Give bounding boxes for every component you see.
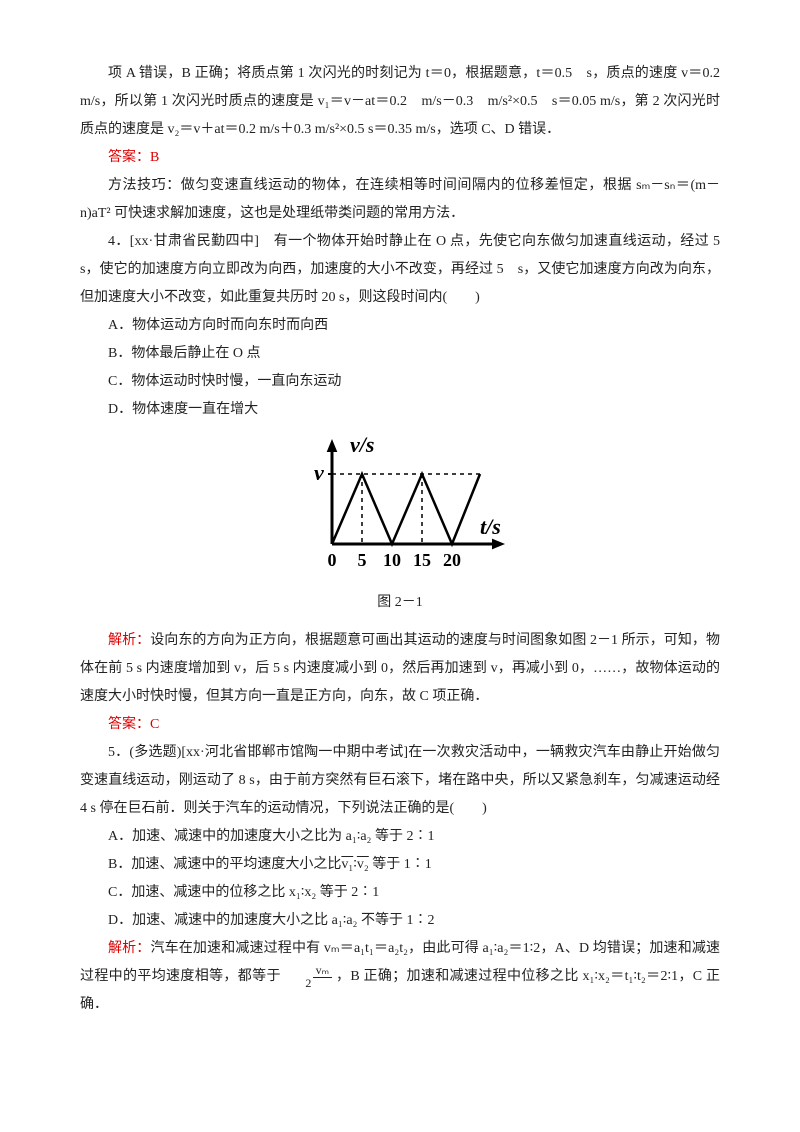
option-5c: C．加速、减速中的位移之比 x₁∶x₂ 等于 2∶1 bbox=[80, 879, 720, 907]
option-4d: D．物体速度一直在增大 bbox=[80, 396, 720, 424]
svg-text:v/s: v/s bbox=[350, 434, 374, 457]
answer-value: C bbox=[150, 717, 159, 732]
svg-text:20: 20 bbox=[443, 550, 461, 570]
svg-text:t/s: t/s bbox=[480, 514, 501, 539]
option-5b: B．加速、减速中的平均速度大小之比v₁∶v₂ 等于 1∶1 bbox=[80, 851, 720, 879]
svg-text:5: 5 bbox=[358, 550, 367, 570]
frac-top: vₘ bbox=[313, 963, 332, 978]
option-5a: A．加速、减速中的加速度大小之比为 a₁∶a₂ 等于 2∶1 bbox=[80, 823, 720, 851]
option-4c: C．物体运动时快时慢，一直向东运动 bbox=[80, 368, 720, 396]
velocity-time-chart: v/s t/s v 0 5 10 15 20 bbox=[280, 434, 520, 574]
analysis-body: 设向东的方向为正方向，根据题意可画出其运动的速度与时间图象如图 2－1 所示，可… bbox=[80, 633, 720, 704]
answer-label: 答案：B bbox=[80, 144, 720, 172]
figure-caption: 图 2－1 bbox=[80, 589, 720, 617]
svg-text:0: 0 bbox=[328, 550, 337, 570]
analysis-5: 解析：汽车在加速和减速过程中有 vₘ＝a₁t₁＝a₂t₂，由此可得 a₁∶a₂＝… bbox=[80, 935, 720, 1019]
svg-text:15: 15 bbox=[413, 550, 431, 570]
analysis-4: 解析：设向东的方向为正方向，根据题意可画出其运动的速度与时间图象如图 2－1 所… bbox=[80, 627, 720, 711]
option-5b-post: 等于 1∶1 bbox=[369, 857, 432, 872]
explanation-para: 项 A 错误，B 正确；将质点第 1 次闪光的时刻记为 t＝0，根据题意，t＝0… bbox=[80, 60, 720, 144]
question-5: 5．(多选题)[xx·河北省邯郸市馆陶一中期中考试]在一次救灾活动中，一辆救灾汽… bbox=[80, 739, 720, 823]
vm-over-2: vₘ2 bbox=[285, 964, 332, 990]
option-4a: A．物体运动方向时而向东时而向西 bbox=[80, 312, 720, 340]
analysis-label: 解析： bbox=[108, 941, 150, 956]
method-tip: 方法技巧：做匀变速直线运动的物体，在连续相等时间间隔内的位移差恒定，根据 sₘ－… bbox=[80, 172, 720, 228]
option-5d: D．加速、减速中的加速度大小之比 a₁∶a₂ 不等于 1∶2 bbox=[80, 907, 720, 935]
svg-text:v: v bbox=[314, 460, 324, 485]
answer-prefix: 答案： bbox=[108, 717, 150, 732]
figure-2-1: v/s t/s v 0 5 10 15 20 图 2－1 bbox=[80, 434, 720, 617]
vbar2: v₂ bbox=[357, 857, 369, 872]
answer-value: B bbox=[150, 150, 159, 165]
answer-prefix: 答案： bbox=[108, 150, 150, 165]
frac-bot: 2 bbox=[302, 976, 314, 990]
answer-4: 答案：C bbox=[80, 711, 720, 739]
option-4b: B．物体最后静止在 O 点 bbox=[80, 340, 720, 368]
analysis-label: 解析： bbox=[108, 633, 150, 648]
vbar1: v₁ bbox=[341, 857, 353, 872]
svg-text:10: 10 bbox=[383, 550, 401, 570]
option-5b-pre: B．加速、减速中的平均速度大小之比 bbox=[108, 857, 341, 872]
question-4: 4．[xx·甘肃省民勤四中] 有一个物体开始时静止在 O 点，先使它向东做匀加速… bbox=[80, 228, 720, 312]
